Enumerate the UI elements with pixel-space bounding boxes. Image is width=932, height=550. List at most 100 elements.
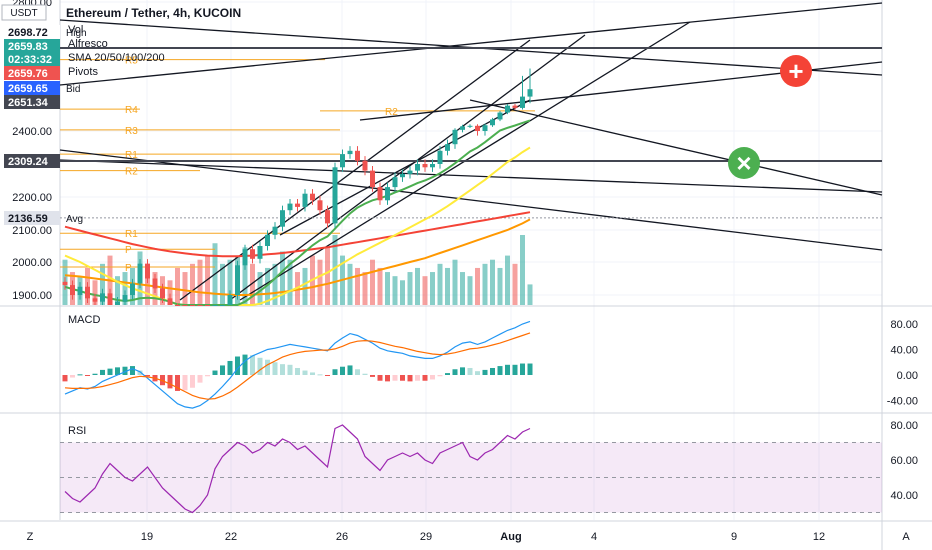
candle-body (505, 105, 510, 113)
pivot-label: P (125, 263, 132, 274)
macd-histogram-bar (235, 356, 240, 375)
volume-bar (175, 267, 180, 305)
macd-histogram-bar (167, 375, 173, 389)
candle-body (227, 295, 233, 305)
rsi-tick-label: 40.00 (890, 490, 918, 502)
volume-bar (280, 251, 285, 305)
candle-body (145, 263, 150, 279)
volume-bar (497, 267, 503, 305)
price-tick-label: 1900.00 (12, 290, 52, 302)
indicator-pivots[interactable]: Pivots (68, 66, 98, 78)
volume-bar (505, 255, 510, 305)
zoom-reset-icon[interactable]: Z (27, 531, 34, 543)
candle-body (370, 170, 375, 188)
price-label-text: 2698.72 (8, 27, 48, 39)
candle-body (437, 150, 443, 164)
indicator-sma[interactable]: SMA 20/50/100/200 (68, 52, 165, 64)
candle-body (220, 305, 225, 306)
volume-bar (287, 259, 293, 305)
price-label-box (4, 39, 60, 53)
price-label-box (4, 154, 60, 168)
macd-histogram-bar (385, 375, 390, 382)
candle-body (197, 305, 203, 306)
macd-histogram-bar (377, 375, 383, 381)
macd-histogram-bar (475, 371, 480, 375)
candle-body (497, 112, 503, 120)
candle-body (100, 293, 105, 302)
pivot-label: R4 (125, 105, 138, 116)
volume-bar (197, 259, 203, 305)
candle-body (332, 167, 338, 224)
volume-bar (265, 267, 270, 305)
candle-body (257, 246, 263, 259)
macd-pane (62, 320, 533, 409)
volume-bar (250, 263, 255, 305)
macd-histogram-bar (137, 370, 143, 375)
macd-histogram-bar (445, 373, 450, 375)
candle-body (460, 126, 465, 130)
auto-scale-icon[interactable]: A (902, 531, 910, 543)
price-scale[interactable]: 2800.002400.002200.002100.002000.001900.… (1, 0, 918, 502)
candle-body (280, 210, 285, 227)
volume-bar (452, 259, 458, 305)
price-label-tag: High (66, 28, 87, 39)
candle-body (467, 125, 473, 127)
candle-body (317, 200, 323, 211)
buy-marker-icon[interactable]: + (780, 55, 812, 87)
macd-histogram-bar (460, 367, 465, 375)
macd-histogram-bar (400, 375, 405, 381)
candle-body (415, 164, 420, 171)
price-tick-label: 2200.00 (12, 192, 52, 204)
macd-histogram-bar (175, 375, 180, 391)
candle-body (520, 96, 525, 108)
macd-histogram-bar (505, 364, 510, 375)
trend-line (59, 159, 883, 193)
candle-body (152, 278, 158, 289)
candle-body (287, 203, 293, 211)
volume-bar (430, 272, 435, 305)
volume-bar (422, 276, 428, 305)
sell-marker-icon[interactable]: × (728, 147, 760, 179)
candle-body (475, 125, 480, 131)
time-tick-label: 26 (336, 531, 348, 543)
volume-bar (460, 272, 465, 305)
price-label-text: 2659.76 (8, 68, 48, 80)
candle-body (527, 89, 533, 97)
macd-histogram-bar (205, 375, 210, 377)
macd-histogram-bar (302, 370, 308, 375)
pivot-label: P (125, 245, 132, 256)
candle-body (340, 154, 345, 168)
macd-histogram-bar (437, 375, 443, 377)
macd-histogram-bar (340, 366, 345, 375)
candle-body (107, 293, 113, 305)
indicator-alfresco[interactable]: Alfresco (68, 38, 108, 50)
macd-histogram-bar (452, 369, 458, 375)
indicator-vol[interactable]: Vol (68, 24, 83, 36)
candle-body (175, 305, 180, 306)
sma20-line (64, 119, 531, 306)
macd-histogram-bar (370, 375, 375, 377)
volume-bar (347, 263, 353, 305)
macd-histogram-bar (197, 375, 203, 383)
volume-bar (302, 267, 308, 305)
volume-bar (182, 272, 188, 305)
trend-lines (59, 2, 883, 301)
macd-histogram-bar (362, 373, 368, 375)
macd-histogram-bar (527, 363, 533, 375)
marker-circle (728, 147, 760, 179)
candle-body (407, 170, 413, 174)
macd-line (64, 320, 531, 409)
macd-histogram-bar (182, 375, 188, 391)
macd-histogram-bar (242, 354, 248, 375)
macd-title: MACD (68, 314, 100, 326)
candle-body (355, 150, 360, 161)
time-axis[interactable]: 19 22 26 29 Aug 4 9 12 Z A (27, 531, 911, 543)
price-label-box (4, 66, 60, 80)
candle-body (85, 286, 90, 299)
macd-tick-label: -40.00 (887, 396, 918, 408)
currency-box[interactable] (1, 4, 47, 21)
candle-body (115, 301, 120, 305)
volume-bar (355, 267, 360, 305)
volume-bar (400, 280, 405, 305)
macd-histogram-bar (145, 375, 150, 377)
